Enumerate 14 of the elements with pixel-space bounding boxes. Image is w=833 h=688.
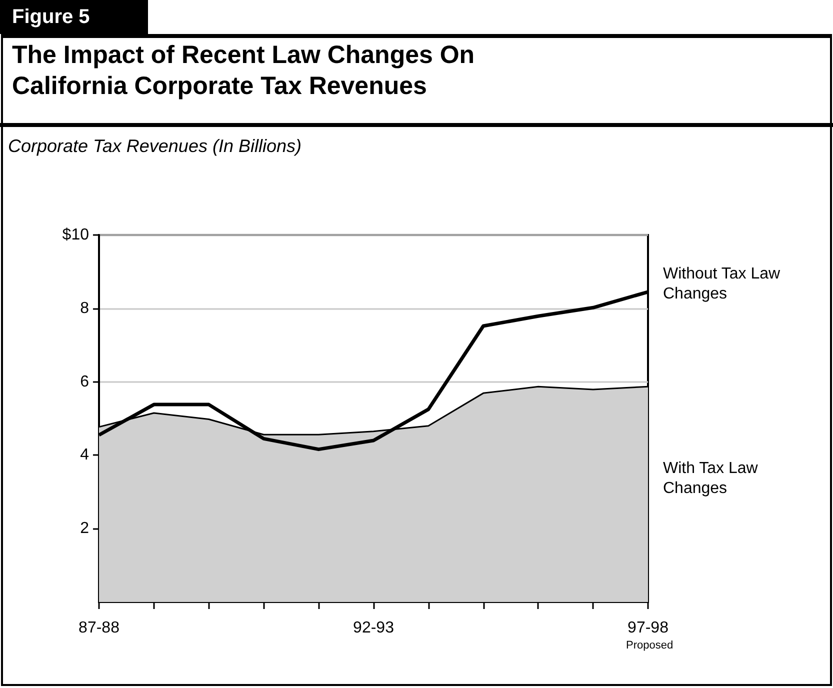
y-tick-label: 4 [80, 446, 90, 464]
y-tick-label: $10 [62, 226, 90, 244]
y-tick-label: 2 [80, 520, 90, 538]
y-tick-label: 6 [80, 373, 90, 390]
chart-subtitle: Corporate Tax Revenues (In Billions) [8, 136, 302, 157]
text: Proposed [626, 640, 674, 652]
x-tick-label: 97-98 [628, 620, 669, 636]
series-label: Without Tax Law Changes [663, 265, 785, 302]
x-tick-label: 92-93 [353, 620, 394, 636]
chart-title: The Impact of Recent Law Changes On California Corporate Tax Revenues [12, 40, 476, 102]
x-tick-label: 87-88 [78, 620, 120, 636]
caption: Figure 5 [0, 0, 148, 34]
series-label: With Tax Law Changes [663, 460, 762, 498]
y-tick-label: 8 [80, 300, 90, 317]
